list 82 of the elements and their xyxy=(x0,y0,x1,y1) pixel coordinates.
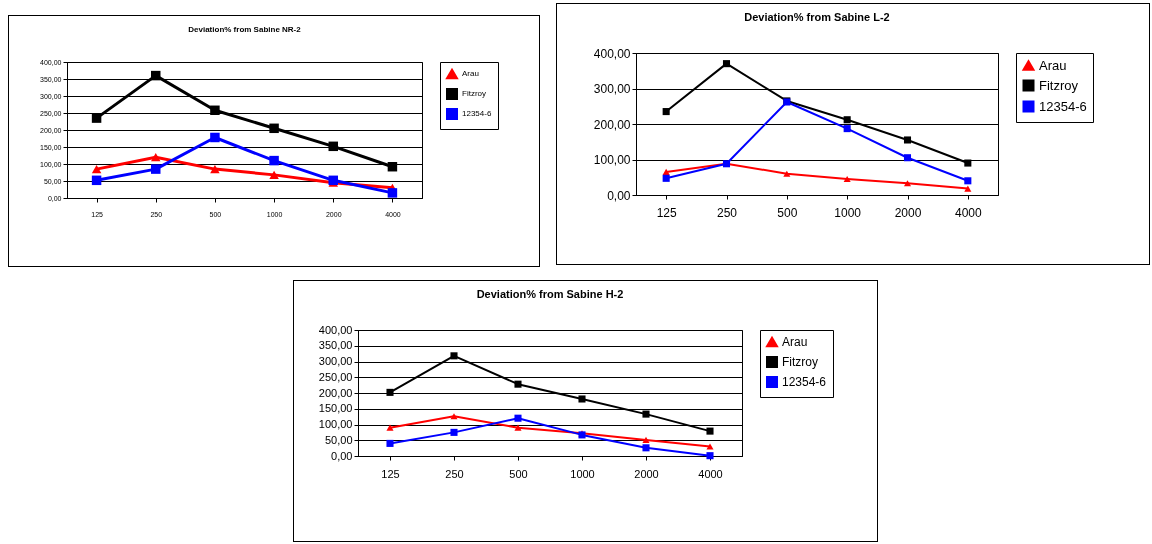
chart-title: Deviation% from Sabine L-2 xyxy=(744,11,890,23)
x-tick-label: 250 xyxy=(445,467,464,480)
point xyxy=(91,164,102,174)
x-tick-label: 250 xyxy=(716,205,738,220)
y-tick-label: 300,00 xyxy=(593,82,631,96)
point xyxy=(642,444,650,452)
legend-label: Fitzroy xyxy=(1039,77,1079,93)
legend-label: Arau xyxy=(1039,57,1067,73)
point xyxy=(450,428,458,436)
y-tick-label: 50,00 xyxy=(324,433,353,446)
x-tick-label: 500 xyxy=(777,205,798,220)
chart-title: Deviation% from Sabine NR-2 xyxy=(188,25,302,34)
y-tick-label: 0,00 xyxy=(607,188,631,203)
x-tick-label: 500 xyxy=(509,467,528,480)
point xyxy=(783,170,791,177)
point xyxy=(269,155,279,166)
y-tick-label: 400,00 xyxy=(593,46,631,61)
point xyxy=(964,185,972,192)
legend-label: 12354-6 xyxy=(1039,98,1087,114)
point xyxy=(843,116,851,124)
point xyxy=(662,108,670,116)
point xyxy=(642,436,650,443)
point xyxy=(514,380,522,388)
point xyxy=(662,168,670,175)
x-tick-label: 4000 xyxy=(954,205,982,220)
point xyxy=(210,132,220,143)
point xyxy=(386,439,394,447)
x-tick-label: 1000 xyxy=(570,467,595,480)
x-tick-label: 125 xyxy=(656,205,677,220)
point xyxy=(210,164,220,174)
y-tick-label: 200,00 xyxy=(593,117,631,132)
point xyxy=(964,159,972,167)
point xyxy=(151,164,161,174)
point xyxy=(328,141,338,152)
y-tick-label: 300,00 xyxy=(318,355,353,367)
point xyxy=(387,161,398,172)
point xyxy=(386,424,394,431)
point xyxy=(662,174,670,182)
y-tick-label: 250,00 xyxy=(318,370,353,383)
point xyxy=(91,113,102,123)
point xyxy=(210,105,220,116)
y-tick-label: 100,00 xyxy=(593,153,631,167)
legend-label: Arau xyxy=(462,69,479,78)
x-tick-label: 125 xyxy=(381,467,400,480)
point xyxy=(964,177,972,185)
point xyxy=(91,175,102,186)
point xyxy=(514,424,522,431)
point xyxy=(386,388,394,396)
point xyxy=(269,170,279,179)
legend-label: Fitzroy xyxy=(462,89,486,98)
legend-label: 12354-6 xyxy=(462,109,492,118)
y-tick-label: 0,00 xyxy=(331,449,353,462)
y-tick-label: 200,00 xyxy=(318,386,353,399)
x-tick-label: 4000 xyxy=(698,467,723,480)
point xyxy=(387,188,398,198)
y-tick-label: 350,00 xyxy=(318,339,353,352)
legend-label: 12354-6 xyxy=(782,375,827,389)
x-tick-label: 2000 xyxy=(634,467,659,480)
y-tick-label: 150,00 xyxy=(318,402,353,415)
point xyxy=(843,125,851,133)
point xyxy=(903,154,912,162)
legend-label: Arau xyxy=(782,335,808,349)
legend-label: Fitzroy xyxy=(782,355,818,369)
point xyxy=(706,452,714,460)
y-tick-label: 100,00 xyxy=(318,418,353,430)
point xyxy=(706,443,714,450)
point xyxy=(903,136,912,144)
point xyxy=(903,180,912,187)
point xyxy=(843,175,851,183)
point xyxy=(706,427,714,435)
y-tick-label: 400,00 xyxy=(318,323,353,336)
point xyxy=(578,395,586,403)
point xyxy=(269,123,279,134)
x-tick-label: 1000 xyxy=(834,205,862,220)
point xyxy=(722,60,731,68)
point xyxy=(450,352,458,360)
x-tick-label: 2000 xyxy=(894,205,922,220)
point xyxy=(151,153,161,162)
chart-title: Deviation% from Sabine H-2 xyxy=(476,288,624,300)
point xyxy=(151,70,161,81)
point xyxy=(514,414,522,422)
point xyxy=(642,410,650,418)
